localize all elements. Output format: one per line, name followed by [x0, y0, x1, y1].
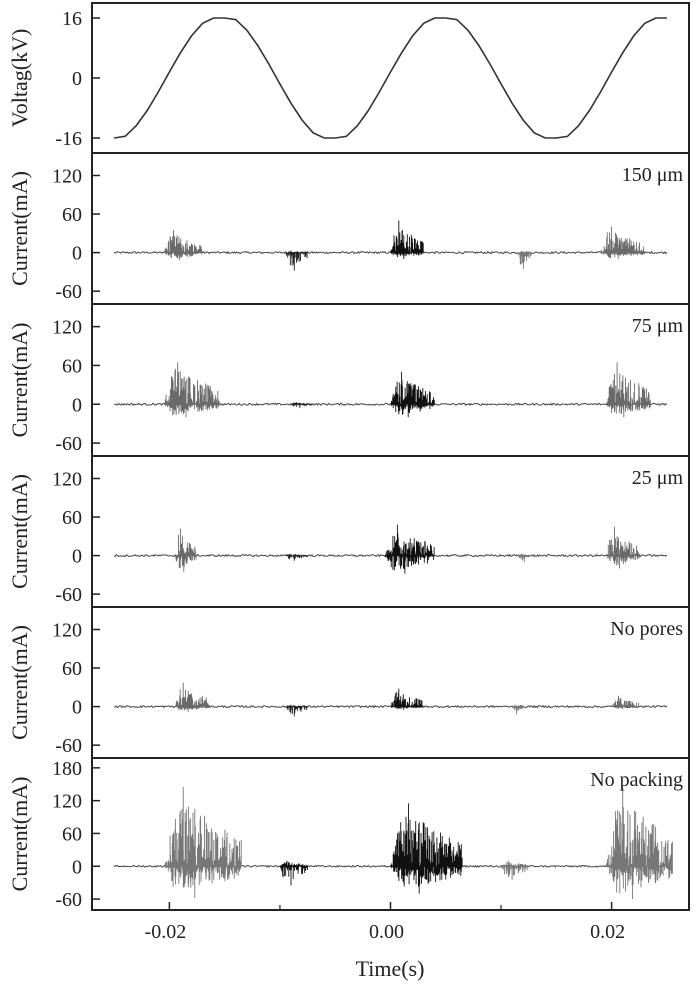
y-tick-label: 60: [62, 355, 82, 377]
panel-5: 180 120 60 0 -60 Current(mA) No packing: [7, 757, 690, 911]
panel-2: 120 60 0 -60 Current(mA) 75 μm: [7, 303, 690, 457]
current-burst: [174, 528, 198, 572]
current-burst: [285, 704, 308, 717]
panel-3: 120 60 0 -60 Current(mA) 25 μm: [7, 455, 690, 608]
current-burst: [517, 553, 535, 562]
current-burst: [279, 860, 308, 886]
y-tick-label: -60: [55, 889, 82, 911]
current-burst: [285, 553, 308, 561]
y-axis-label: Current(mA): [7, 625, 32, 740]
y-tick-label: 0: [72, 546, 82, 568]
panel-label: 150 μm: [622, 164, 684, 186]
current-burst: [390, 803, 463, 894]
current-burst: [163, 230, 203, 261]
y-tick-label: 0: [72, 68, 82, 90]
panel-label: 75 μm: [632, 315, 684, 337]
current-burst: [501, 860, 529, 880]
y-tick-label: 120: [52, 791, 82, 813]
y-tick-label: 0: [72, 394, 82, 416]
panel-label: No pores: [610, 618, 683, 640]
y-axis-label: Current(mA): [7, 474, 32, 589]
panel-frame: [91, 606, 690, 759]
current-burst: [163, 362, 220, 418]
x-axis-label: Time(s): [356, 956, 425, 981]
current-burst: [163, 787, 242, 898]
current-burst: [606, 526, 640, 569]
current-burst: [606, 787, 673, 900]
x-tick-label: 0.02: [590, 921, 625, 943]
panel-frame: [91, 152, 690, 305]
current-burst: [512, 704, 524, 715]
current-burst: [517, 250, 533, 269]
y-axis-label: Current(mA): [7, 171, 32, 286]
y-tick-label: 120: [52, 468, 82, 490]
panel-label: No packing: [590, 769, 683, 791]
y-tick-label: 0: [72, 697, 82, 719]
panel-frame: [91, 455, 690, 608]
current-burst: [390, 220, 424, 259]
y-axis-label: Current(mA): [7, 323, 32, 438]
y-tick-label: -60: [55, 433, 82, 455]
panel-frame: [91, 2, 690, 154]
current-burst: [611, 695, 640, 710]
y-tick-label: -16: [55, 128, 82, 150]
current-burst: [390, 371, 435, 418]
current-burst: [390, 688, 424, 710]
y-tick-label: 60: [62, 507, 82, 529]
y-tick-label: -60: [55, 281, 82, 303]
y-tick-label: 60: [62, 658, 82, 680]
current-burst: [384, 524, 435, 574]
y-tick-label: 180: [52, 758, 82, 780]
current-burst: [285, 250, 308, 271]
y-tick-label: 16: [62, 8, 82, 30]
current-burst: [175, 682, 209, 712]
y-tick-label: 120: [52, 165, 82, 187]
panel-1: 120 60 0 -60 Current(mA) 150 μm: [7, 152, 690, 305]
current-burst: [290, 402, 314, 409]
y-axis-label: Voltag(kV): [7, 29, 32, 128]
y-tick-label: -60: [55, 735, 82, 757]
panel-0: 16 0 -16 Voltag(kV): [7, 2, 690, 154]
y-tick-label: 0: [72, 856, 82, 878]
y-tick-label: 0: [72, 243, 82, 265]
x-tick-label: -0.02: [145, 921, 187, 943]
panel-4: 120 60 0 -60 Current(mA) No pores: [7, 606, 690, 759]
y-tick-label: 120: [52, 317, 82, 339]
voltage-line: [113, 17, 667, 139]
y-tick-label: 120: [52, 619, 82, 641]
y-tick-label: -60: [55, 584, 82, 606]
y-tick-label: 60: [62, 204, 82, 226]
panel-label: 25 μm: [632, 467, 684, 489]
y-axis-label: Current(mA): [7, 777, 32, 892]
current-burst: [600, 226, 646, 259]
current-burst: [606, 362, 651, 418]
x-tick-label: 0.00: [369, 921, 404, 943]
y-tick-label: 60: [62, 823, 82, 845]
